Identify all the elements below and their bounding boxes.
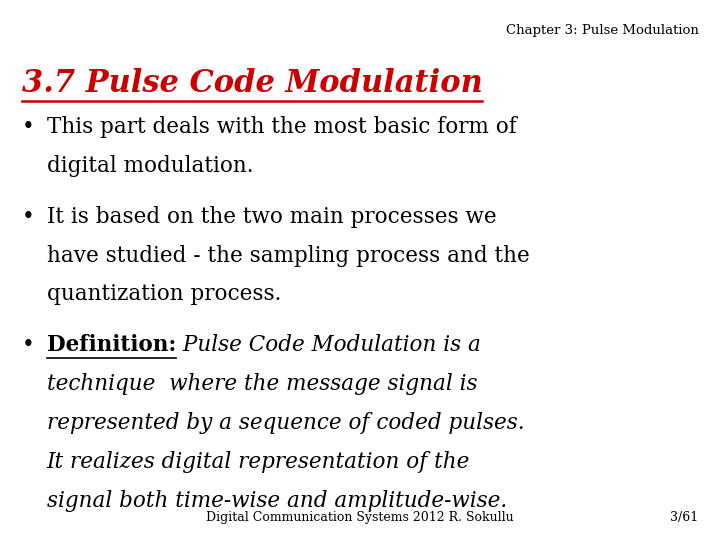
Text: It is based on the two main processes we: It is based on the two main processes we (47, 206, 496, 228)
Text: This part deals with the most basic form of: This part deals with the most basic form… (47, 116, 516, 138)
Text: Pulse Code Modulation is a: Pulse Code Modulation is a (176, 334, 481, 356)
Text: It realizes digital representation of the: It realizes digital representation of th… (47, 451, 470, 473)
Text: have studied - the sampling process and the: have studied - the sampling process and … (47, 245, 529, 267)
Text: Digital Communication Systems 2012 R. Sokullu: Digital Communication Systems 2012 R. So… (206, 511, 514, 524)
Text: technique  where the message signal is: technique where the message signal is (47, 373, 477, 395)
Text: represented by a sequence of coded pulses.: represented by a sequence of coded pulse… (47, 412, 524, 434)
Text: •: • (22, 206, 35, 228)
Text: •: • (22, 116, 35, 138)
Text: Chapter 3: Pulse Modulation: Chapter 3: Pulse Modulation (505, 24, 698, 37)
Text: 3.7 Pulse Code Modulation: 3.7 Pulse Code Modulation (22, 68, 482, 98)
Text: 3/61: 3/61 (670, 511, 698, 524)
Text: •: • (22, 334, 35, 356)
Text: signal both time-wise and amplitude-wise.: signal both time-wise and amplitude-wise… (47, 490, 507, 512)
Text: Definition:: Definition: (47, 334, 176, 356)
Text: digital modulation.: digital modulation. (47, 155, 253, 177)
Text: quantization process.: quantization process. (47, 284, 282, 306)
